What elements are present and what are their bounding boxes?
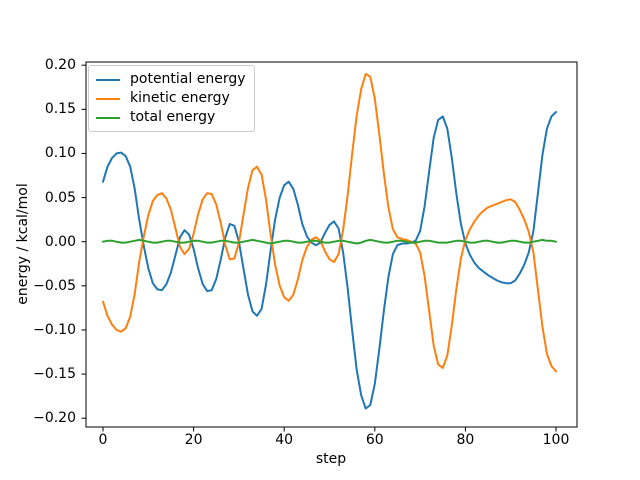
legend-entry: kinetic energy bbox=[96, 89, 246, 108]
kinetic-energy-line bbox=[102, 73, 557, 373]
legend-entry: potential energy bbox=[96, 70, 246, 89]
total-energy-line bbox=[102, 238, 557, 245]
legend-label-kinetic-energy: kinetic energy bbox=[130, 90, 230, 106]
potential-energy-line-sample bbox=[96, 78, 120, 81]
legend: potential energy kinetic energy total en… bbox=[88, 65, 255, 132]
legend-label-total-energy: total energy bbox=[130, 109, 216, 125]
legend-entry: total energy bbox=[96, 108, 246, 127]
kinetic-energy-line-sample bbox=[96, 97, 120, 100]
legend-label-potential-energy: potential energy bbox=[130, 71, 246, 87]
x-axis-label: step bbox=[315, 451, 347, 467]
total-energy-line-sample bbox=[96, 116, 120, 119]
y-axis-label: energy / kcal/mol bbox=[15, 183, 31, 305]
axes-box bbox=[85, 61, 578, 428]
